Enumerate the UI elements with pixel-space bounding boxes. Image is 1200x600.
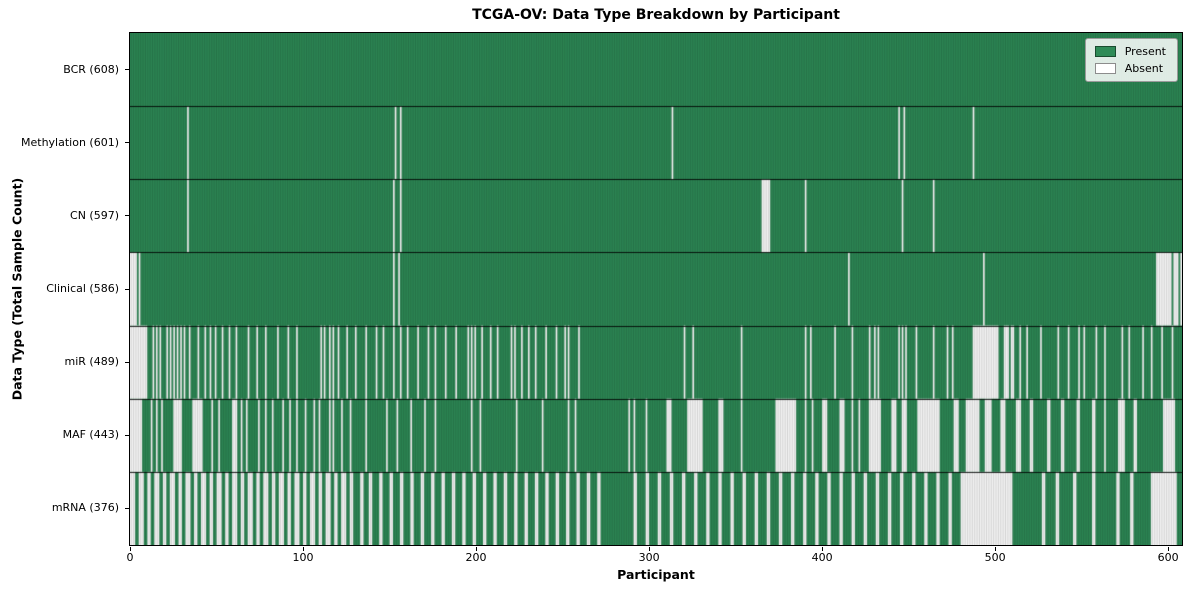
x-tick-mark — [302, 547, 304, 551]
y-tick-mark — [125, 69, 129, 71]
y-tick-label: CN (597) — [70, 208, 119, 222]
x-tick-label: 100 — [292, 551, 314, 564]
x-axis-title: Participant — [617, 567, 695, 582]
heatmap-canvas — [130, 33, 1182, 545]
legend-present-swatch — [1094, 46, 1116, 57]
legend: Present Absent — [1084, 38, 1178, 82]
legend-item-present: Present — [1094, 45, 1166, 58]
x-tick-label: 300 — [638, 551, 660, 564]
legend-absent-label: Absent — [1124, 62, 1164, 75]
x-tick-mark — [821, 547, 823, 551]
y-tick-label: miR (489) — [64, 355, 120, 369]
y-tick-label: BCR (608) — [63, 62, 119, 76]
x-tick-mark — [994, 547, 996, 551]
y-tick-mark — [125, 507, 129, 509]
x-tick-mark — [648, 547, 650, 551]
chart-title: TCGA-OV: Data Type Breakdown by Particip… — [472, 7, 840, 23]
y-tick-label: mRNA (376) — [51, 501, 119, 515]
y-tick-label: Clinical (586) — [46, 282, 119, 295]
y-tick-label: MAF (443) — [62, 428, 119, 442]
legend-absent-swatch — [1094, 63, 1116, 74]
y-tick-mark — [125, 288, 129, 290]
plot-area: Present Absent — [129, 32, 1183, 546]
y-tick-mark — [125, 215, 129, 217]
y-tick-mark — [125, 361, 129, 363]
y-tick-mark — [125, 434, 129, 436]
x-tick-label: 200 — [465, 551, 487, 564]
x-tick-mark — [475, 547, 477, 551]
x-tick-label: 600 — [1157, 551, 1179, 564]
x-tick-label: 0 — [126, 551, 134, 564]
legend-item-absent: Absent — [1094, 62, 1166, 75]
y-tick-label: Methylation (601) — [21, 135, 119, 149]
x-tick-mark — [129, 547, 131, 551]
x-tick-mark — [1167, 547, 1169, 551]
x-tick-label: 500 — [984, 551, 1006, 564]
x-tick-label: 400 — [811, 551, 833, 564]
legend-present-label: Present — [1124, 45, 1166, 58]
y-tick-mark — [125, 142, 129, 144]
